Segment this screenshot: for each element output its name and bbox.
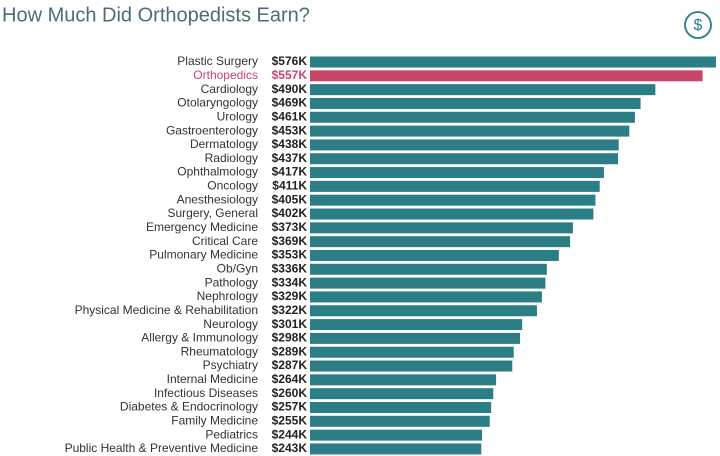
category-label: Allergy & Immunology: [141, 331, 258, 345]
category-label: Family Medicine: [171, 413, 258, 427]
bar: [310, 415, 490, 427]
category-label: Rheumatology: [181, 344, 258, 358]
value-label: $255K: [272, 413, 308, 427]
value-label: $453K: [272, 123, 308, 137]
value-label: $260K: [272, 386, 308, 400]
category-label: Public Health & Preventive Medicine: [65, 441, 259, 455]
bar: [310, 167, 604, 179]
value-label: $301K: [272, 317, 308, 331]
category-label: Anesthesiology: [177, 192, 258, 206]
category-label: Physical Medicine & Rehabilitation: [75, 303, 258, 317]
value-label: $438K: [272, 137, 308, 151]
category-label: Internal Medicine: [167, 372, 259, 386]
value-label: $298K: [272, 331, 308, 345]
value-label: $334K: [272, 275, 308, 289]
bar: [310, 374, 497, 386]
category-label: Psychiatry: [203, 358, 258, 372]
bar: [310, 429, 482, 441]
bar: [310, 360, 513, 372]
value-label: $402K: [272, 206, 308, 220]
value-label: $405K: [272, 192, 308, 206]
category-label: Ob/Gyn: [217, 261, 258, 275]
category-label: Cardiology: [201, 82, 258, 96]
value-label: $369K: [272, 234, 308, 248]
category-label: Otolaryngology: [177, 96, 258, 110]
icon-circle: [684, 11, 712, 39]
value-label: $329K: [272, 289, 308, 303]
bar: [310, 346, 514, 358]
bar: [310, 125, 630, 137]
bar: [310, 56, 716, 68]
value-label: $353K: [272, 248, 308, 262]
bar: [310, 443, 482, 455]
bar: [310, 97, 641, 109]
chart-title: How Much Did Orthopedists Earn?: [2, 4, 310, 26]
value-label: $289K: [272, 344, 308, 358]
category-label: Nephrology: [197, 289, 258, 303]
bar: [310, 84, 656, 96]
bar: [310, 388, 494, 400]
value-label: $322K: [272, 303, 308, 317]
category-label: Urology: [217, 109, 258, 123]
category-label: Plastic Surgery: [177, 54, 258, 68]
bar: [310, 70, 703, 82]
value-label: $417K: [272, 165, 308, 179]
category-label: Critical Care: [192, 234, 258, 248]
bar: [310, 291, 542, 303]
bar: [310, 222, 573, 234]
category-label: Radiology: [205, 151, 258, 165]
bar: [310, 180, 600, 192]
category-label: Emergency Medicine: [146, 220, 258, 234]
category-label: Surgery, General: [168, 206, 259, 220]
value-label: $469K: [272, 96, 308, 110]
value-label: $243K: [272, 441, 308, 455]
category-label: Diabetes & Endocrinology: [120, 400, 258, 414]
bar: [310, 139, 619, 151]
category-label: Gastroenterology: [166, 123, 258, 137]
bar: [310, 319, 523, 331]
value-label: $287K: [272, 358, 308, 372]
value-label: $264K: [272, 372, 308, 386]
category-label: Orthopedics: [193, 68, 258, 82]
bar: [310, 277, 546, 289]
category-label: Dermatology: [190, 137, 258, 151]
bar: [310, 194, 596, 206]
bar: [310, 111, 635, 123]
value-label: $437K: [272, 151, 308, 165]
category-label: Ophthalmology: [177, 165, 258, 179]
category-label: Pediatrics: [205, 427, 258, 441]
value-label: $490K: [272, 82, 308, 96]
value-label: $557K: [272, 68, 308, 82]
value-label: $461K: [272, 109, 308, 123]
bar: [310, 402, 492, 413]
value-label: $411K: [272, 179, 307, 193]
bar: [310, 332, 521, 344]
dollar-icon: $: [694, 17, 703, 34]
category-label: Infectious Diseases: [154, 386, 258, 400]
value-label: $244K: [272, 427, 308, 441]
value-label: $576K: [272, 54, 308, 68]
value-label: $257K: [272, 400, 308, 414]
category-label: Neurology: [203, 317, 258, 331]
category-label: Oncology: [207, 179, 258, 193]
bar: [310, 249, 559, 261]
category-label: Pathology: [205, 275, 258, 289]
bar: [310, 153, 619, 165]
bar: [310, 305, 537, 317]
bar: [310, 208, 594, 220]
bar: [310, 236, 571, 248]
value-label: $336K: [272, 261, 308, 275]
bar: [310, 263, 547, 275]
category-label: Pulmonary Medicine: [149, 248, 258, 262]
value-label: $373K: [272, 220, 308, 234]
